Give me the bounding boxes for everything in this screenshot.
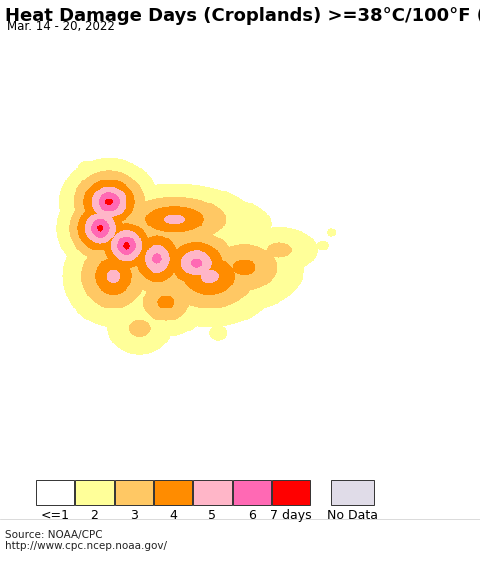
Text: http://www.cpc.ncep.noaa.gov/: http://www.cpc.ncep.noaa.gov/	[5, 541, 167, 551]
Text: Heat Damage Days (Croplands) >=38°C/100°F (CPC): Heat Damage Days (Croplands) >=38°C/100°…	[5, 7, 480, 25]
Text: No Data: No Data	[327, 509, 378, 522]
Text: Source: NOAA/CPC: Source: NOAA/CPC	[5, 530, 102, 540]
Text: 4: 4	[169, 509, 177, 522]
Text: <=1: <=1	[40, 509, 70, 522]
Text: 5: 5	[208, 509, 216, 522]
Text: Mar. 14 - 20, 2022: Mar. 14 - 20, 2022	[7, 20, 115, 33]
Text: 7 days: 7 days	[270, 509, 312, 522]
Text: 6: 6	[248, 509, 256, 522]
Text: 3: 3	[130, 509, 138, 522]
Text: 2: 2	[90, 509, 98, 522]
